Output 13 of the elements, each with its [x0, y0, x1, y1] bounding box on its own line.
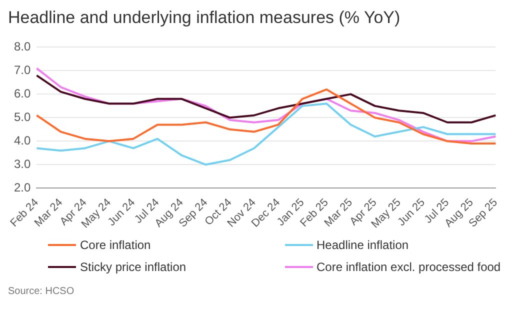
- y-tick-label: 2.0: [14, 180, 31, 194]
- chart-title: Headline and underlying inflation measures (% YoY): [8, 8, 402, 28]
- y-tick-label: 3.0: [14, 156, 31, 171]
- legend-label: Core inflation excl. processed food: [316, 260, 501, 274]
- source-note: Source: HCSO: [8, 286, 76, 297]
- legend-label: Sticky price inflation: [80, 260, 186, 274]
- legend-label: Core inflation: [80, 238, 151, 252]
- y-tick-label: 5.0: [14, 110, 31, 124]
- y-tick-label: 8.0: [14, 40, 31, 54]
- y-tick-label: 4.0: [14, 133, 31, 148]
- legend-label: Headline inflation: [316, 238, 409, 252]
- y-tick-label: 7.0: [14, 63, 31, 78]
- y-tick-label: 6.0: [14, 86, 31, 100]
